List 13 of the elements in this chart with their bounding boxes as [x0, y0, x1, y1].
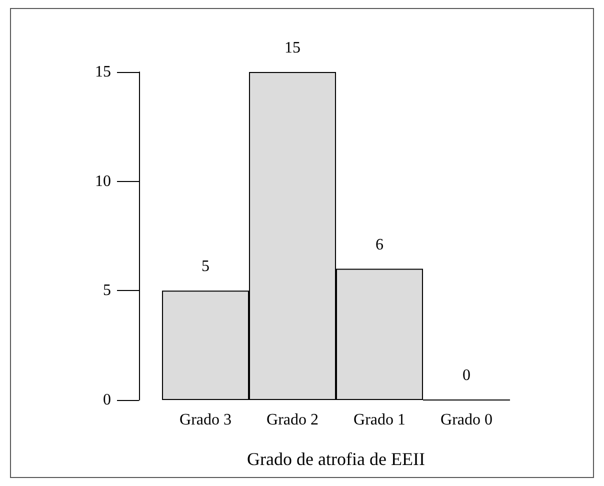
x-tick-label: Grado 0	[440, 412, 492, 428]
y-tick-label: 0	[103, 392, 111, 408]
x-tick-label: Grado 3	[180, 412, 232, 428]
x-tick-label: Grado 1	[354, 412, 406, 428]
data-label: 6	[376, 236, 384, 254]
x-axis-title: Grado de atrofia de EEII	[247, 449, 425, 469]
y-tick-label: 15	[95, 64, 111, 80]
data-label: 0	[462, 367, 470, 384]
x-tick-label: Grado 2	[266, 412, 318, 428]
y-tick-label: 10	[95, 172, 111, 190]
data-label: 5	[202, 258, 210, 276]
y-tick-label: 5	[103, 282, 111, 300]
data-label: 15	[284, 40, 300, 56]
